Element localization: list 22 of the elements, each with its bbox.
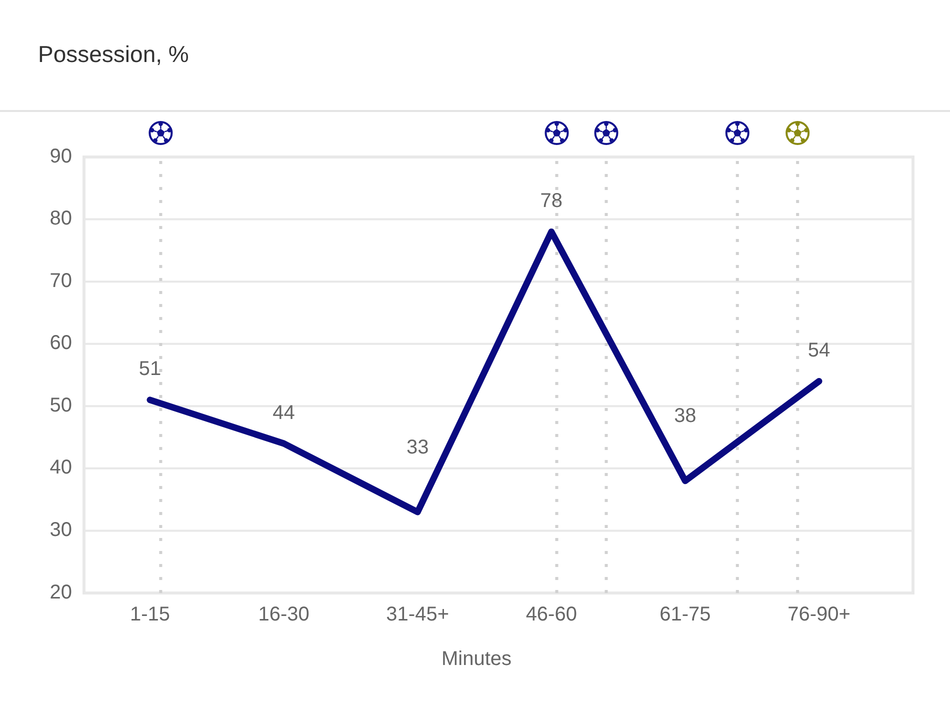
x-tick-label: 76-90+ <box>788 603 850 626</box>
data-label: 38 <box>674 405 696 428</box>
y-tick-label: 70 <box>50 270 72 292</box>
y-tick-label: 40 <box>50 456 72 479</box>
y-tick-label: 30 <box>50 518 72 541</box>
chart-title: Possession, % <box>38 41 189 67</box>
y-tick-label: 90 <box>50 145 72 168</box>
y-tick-label: 50 <box>50 394 72 416</box>
y-tick-label: 20 <box>50 581 72 604</box>
x-tick-label: 31-45+ <box>386 603 450 626</box>
x-tick-label: 46-60 <box>526 603 577 626</box>
x-axis-title: Minutes <box>441 648 512 670</box>
x-tick-label: 1-15 <box>130 603 170 626</box>
x-tick-label: 16-30 <box>258 603 310 626</box>
x-tick-label: 61-75 <box>660 603 711 626</box>
data-label: 33 <box>406 436 429 458</box>
y-tick-label: 80 <box>50 208 72 230</box>
data-label: 51 <box>138 358 162 380</box>
y-tick-label: 60 <box>50 332 72 354</box>
data-label: 78 <box>540 190 563 212</box>
data-label: 44 <box>272 402 295 424</box>
data-label: 54 <box>808 340 830 362</box>
